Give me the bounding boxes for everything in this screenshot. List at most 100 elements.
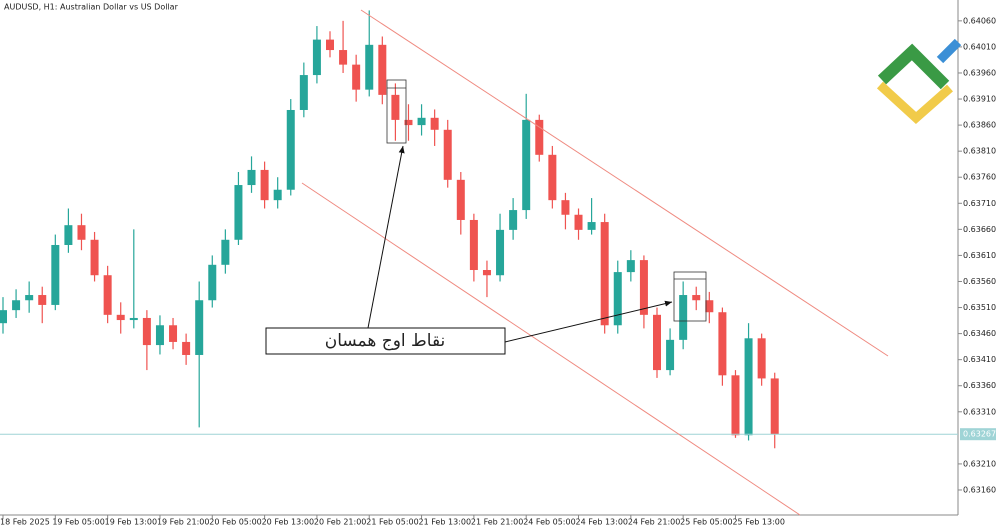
candle-body — [626, 260, 635, 273]
y-tick-label: 0.63310 — [963, 407, 996, 416]
candle-body — [653, 314, 661, 371]
candle-body — [705, 300, 714, 313]
annotation: نقاط اوج همسان — [325, 331, 446, 351]
candle-body — [25, 295, 34, 301]
candle-body — [469, 219, 478, 271]
candle-body — [548, 154, 557, 201]
candle-body — [64, 225, 73, 245]
candle-body — [456, 179, 465, 220]
candle-body — [378, 44, 387, 95]
candle-body — [0, 310, 7, 324]
x-tick-label: 25 Feb 13:00 — [732, 518, 784, 527]
candle-body — [535, 119, 544, 155]
x-tick-label: 19 Feb 13:00 — [105, 518, 157, 527]
candle-body — [286, 109, 295, 190]
candle-body — [692, 295, 701, 301]
candle-body — [352, 64, 361, 90]
y-tick-label: 0.63360 — [963, 381, 996, 390]
candle-body — [38, 295, 47, 305]
x-tick-label: 19 Feb 05:00 — [52, 518, 104, 527]
x-tick-label: 18 Feb 2025 — [0, 518, 50, 527]
candle-body — [443, 129, 452, 180]
candle-body — [12, 300, 21, 311]
candle-body — [509, 210, 518, 230]
x-tick-label: 20 Feb 05:00 — [209, 518, 261, 527]
y-tick-label: 0.64010 — [963, 42, 996, 51]
x-tick-label: 21 Feb 13:00 — [419, 518, 471, 527]
candle-body — [129, 317, 138, 321]
candle-body — [155, 325, 164, 346]
candle-body — [142, 317, 151, 346]
arrow — [367, 145, 405, 329]
current-price-label: 0.63267 — [963, 430, 996, 439]
candle-body — [482, 270, 491, 276]
candle-body — [639, 260, 648, 315]
y-tick-label: 0.63710 — [963, 199, 996, 208]
y-tick-label: 0.63810 — [963, 147, 996, 156]
arrow — [504, 300, 673, 343]
candle-body — [770, 378, 779, 435]
y-tick-label: 0.63860 — [963, 121, 996, 130]
candle-body — [103, 275, 112, 315]
x-tick-label: 21 Feb 05:00 — [366, 518, 418, 527]
candle-body — [522, 119, 531, 211]
candle-body — [496, 229, 505, 276]
logo-yellow — [876, 81, 953, 125]
x-tick-label: 24 Feb 21:00 — [628, 518, 680, 527]
candle-body — [260, 169, 269, 201]
y-tick-label: 0.63160 — [963, 485, 996, 494]
y-tick-label: 0.63210 — [963, 459, 996, 468]
candle-body — [51, 244, 60, 305]
peak-box — [673, 271, 707, 322]
x-tick-label: 19 Feb 21:00 — [157, 518, 209, 527]
logo — [876, 38, 962, 125]
candle-body — [116, 314, 125, 321]
candle-body — [561, 200, 570, 215]
candle-body — [404, 119, 413, 126]
candle-body — [299, 75, 308, 110]
candle-body — [326, 39, 334, 51]
x-tick-label: 21 Feb 21:00 — [471, 518, 523, 527]
y-tick-label: 0.63960 — [963, 68, 996, 77]
candle-body — [234, 185, 243, 240]
candle-body — [312, 39, 321, 76]
y-tick-label: 0.63660 — [963, 225, 996, 234]
annotation-box — [265, 327, 506, 355]
candle-body — [391, 94, 400, 120]
candle-body — [587, 222, 596, 230]
y-tick-label: 0.63760 — [963, 173, 996, 182]
candle-body — [679, 295, 688, 340]
candle-body — [600, 222, 609, 326]
plot-area — [0, 0, 958, 515]
x-tick-label: 24 Feb 13:00 — [576, 518, 628, 527]
candle-body — [77, 225, 86, 240]
candle-body — [365, 44, 374, 90]
candle-body — [744, 338, 753, 436]
x-tick-label: 25 Feb 05:00 — [680, 518, 732, 527]
current-price-box — [960, 428, 996, 441]
y-tick-label: 0.63910 — [963, 95, 996, 104]
candle-body — [417, 117, 426, 126]
y-tick-label: 0.63510 — [963, 303, 996, 312]
candle-body — [339, 50, 348, 65]
candle-body — [221, 239, 230, 265]
candle-body — [90, 239, 99, 276]
y-tick-label: 0.63560 — [963, 277, 996, 286]
y-tick-label: 0.63460 — [963, 329, 996, 338]
candle-body — [247, 169, 256, 186]
candle-body — [757, 338, 766, 379]
logo-green — [877, 43, 950, 90]
candle-body — [574, 214, 583, 230]
x-tick-label: 20 Feb 21:00 — [314, 518, 366, 527]
candle-body — [718, 312, 727, 376]
candle-body — [182, 341, 191, 355]
y-tick-label: 0.63410 — [963, 355, 996, 364]
candle-body — [666, 339, 675, 371]
x-tick-label: 20 Feb 13:00 — [262, 518, 314, 527]
chart-title: AUDUSD, H1: Australian Dollar vs US Doll… — [4, 3, 179, 12]
logo-blue — [936, 38, 962, 64]
y-tick-label: 0.64060 — [963, 16, 996, 25]
x-tick-label: 24 Feb 05:00 — [523, 518, 575, 527]
candle-body — [430, 117, 439, 130]
